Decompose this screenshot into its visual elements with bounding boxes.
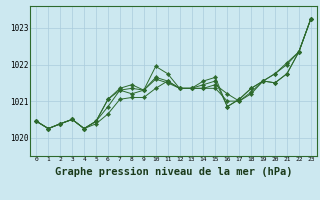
X-axis label: Graphe pression niveau de la mer (hPa): Graphe pression niveau de la mer (hPa) bbox=[55, 167, 292, 177]
